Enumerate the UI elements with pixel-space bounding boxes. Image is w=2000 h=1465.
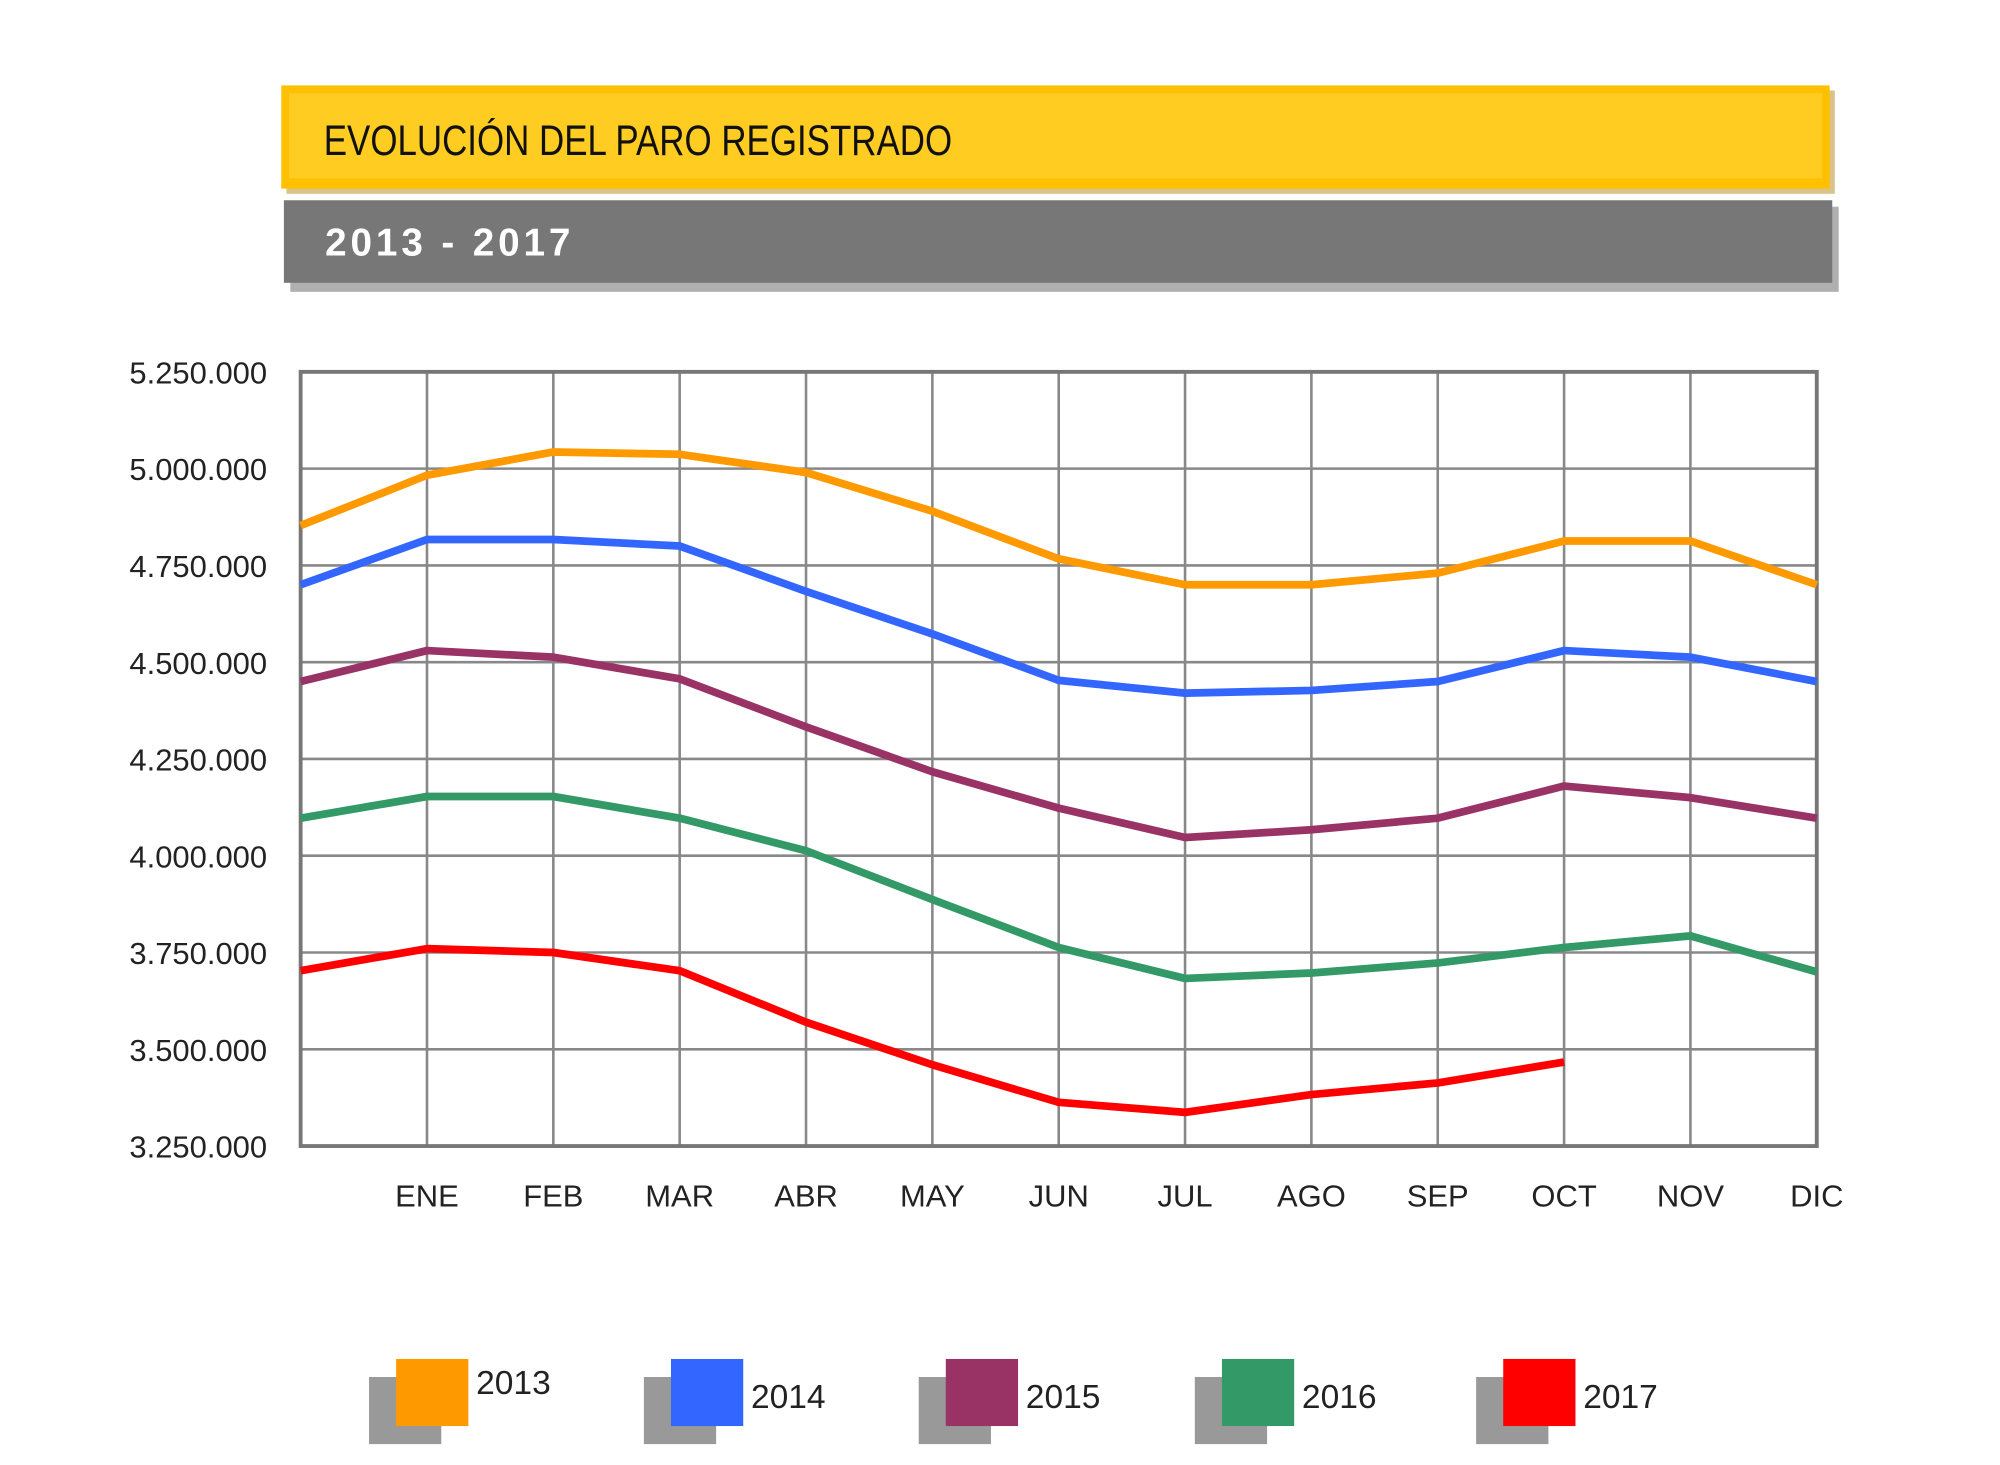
- x-tick-label: JUL: [1158, 1179, 1213, 1214]
- y-tick-label: 5.250.000: [129, 355, 267, 390]
- legend-swatch-2015: [945, 1358, 1019, 1427]
- x-tick-label: ABR: [774, 1179, 838, 1214]
- x-tick-label: DIC: [1790, 1179, 1843, 1214]
- subtitle-banner: 2013 - 2017: [283, 200, 1839, 292]
- legend-label: 2014: [751, 1379, 826, 1416]
- series-line-2013: [299, 448, 1819, 589]
- legend-label: 2015: [1026, 1379, 1101, 1416]
- series-line-2015: [299, 646, 1818, 842]
- y-tick-label: 3.250.000: [129, 1130, 267, 1165]
- y-tick-label: 3.500.000: [129, 1033, 267, 1068]
- y-tick-label: 5.000.000: [129, 452, 267, 487]
- legend-label: 2017: [1583, 1379, 1658, 1416]
- legend-swatch-2014: [670, 1358, 744, 1427]
- legend-label: 2016: [1302, 1379, 1377, 1416]
- series-line-2014: [299, 535, 1818, 698]
- x-tick-label: FEB: [523, 1179, 583, 1214]
- series-lines: [299, 448, 1819, 1117]
- legend-swatch-2017: [1503, 1358, 1576, 1427]
- series-line-2017: [299, 944, 1565, 1117]
- legend-swatch-2013: [396, 1358, 469, 1427]
- plot-border: [298, 369, 1819, 1148]
- x-tick-label: JUN: [1029, 1179, 1089, 1214]
- chart-title: EVOLUCIÓN DEL PARO REGISTRADO: [324, 118, 952, 165]
- x-tick-label: AGO: [1277, 1179, 1346, 1214]
- x-tick-label: SEP: [1407, 1179, 1469, 1214]
- title-banner: EVOLUCIÓN DEL PARO REGISTRADO: [281, 85, 1835, 194]
- y-tick-label: 3.750.000: [129, 936, 267, 971]
- y-tick-label: 4.000.000: [129, 839, 267, 874]
- y-tick-label: 4.250.000: [129, 743, 267, 778]
- y-tick-label: 4.750.000: [129, 549, 267, 584]
- x-tick-label: OCT: [1531, 1179, 1596, 1214]
- legend-swatch-2016: [1221, 1358, 1295, 1427]
- x-tick-label: MAY: [900, 1179, 965, 1214]
- y-tick-label: 4.500.000: [129, 646, 267, 681]
- x-tick-label: ENE: [395, 1179, 459, 1214]
- legend: 2013 2014 2015 2016 2017: [369, 1358, 1658, 1445]
- series-line-2016: [299, 792, 1818, 983]
- chart-subtitle: 2013 - 2017: [325, 222, 574, 265]
- grid: 3.250.000 3.500.000 3.750.000 4.000.000 4.25…: [129, 355, 1843, 1213]
- x-tick-label: NOV: [1657, 1179, 1724, 1214]
- legend-label: 2013: [476, 1365, 551, 1402]
- x-tick-label: MAR: [645, 1179, 714, 1214]
